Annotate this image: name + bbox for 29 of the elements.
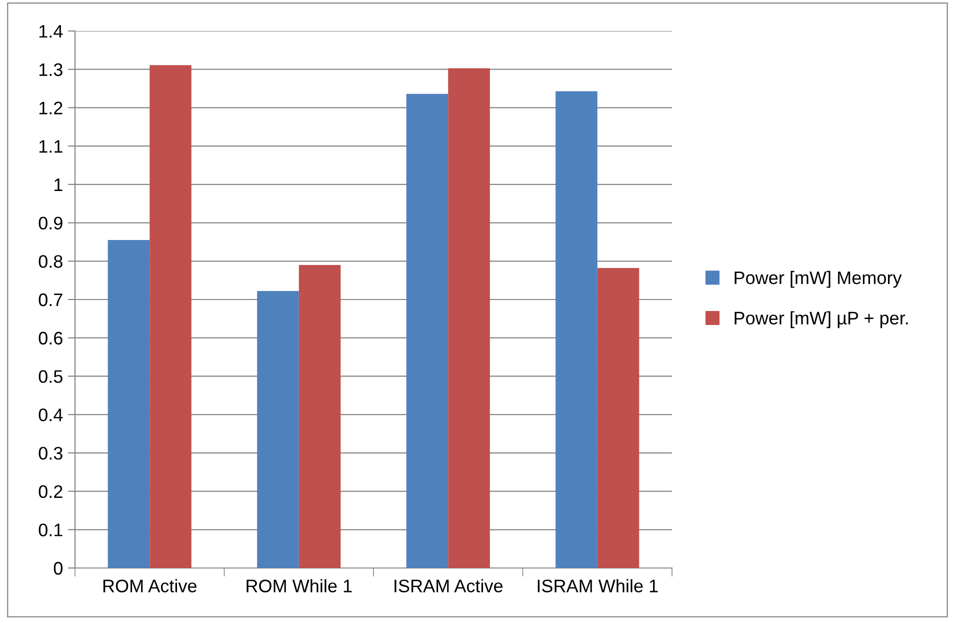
- y-tick-label: 1.1: [39, 140, 62, 153]
- y-tick-label: 1.2: [39, 102, 62, 114]
- y-tick-label: 0: [54, 562, 62, 575]
- y-tick-label: 0.6: [38, 332, 62, 345]
- y-tick-label: 1.3: [39, 63, 62, 76]
- bar: [406, 94, 448, 568]
- x-tick-label: ROM Active: [103, 579, 196, 592]
- y-tick-label: 0.7: [38, 293, 62, 306]
- y-tick-label: 1.4: [39, 25, 63, 38]
- bar: [108, 240, 150, 568]
- x-tick-label: ISRAM While 1: [538, 579, 658, 592]
- bar: [556, 91, 598, 568]
- bar: [298, 264, 341, 568]
- y-tick-label: 0.1: [38, 524, 62, 536]
- y-tick-label: 0.8: [38, 255, 62, 268]
- legend-label: Power [mW] Memory: [734, 270, 902, 288]
- y-tick-label: 0.4: [38, 408, 63, 422]
- bar: [257, 291, 299, 568]
- bar: [150, 65, 192, 568]
- y-tick-label: 0.9: [38, 216, 62, 230]
- y-tick-label: 1: [54, 178, 62, 191]
- x-tick-label: ISRAM Active: [394, 579, 503, 592]
- bar: [448, 68, 490, 568]
- x-tick-label: ROM While 1: [246, 579, 352, 592]
- y-tick-label: 0.3: [38, 446, 62, 460]
- y-tick-label: 0.2: [38, 485, 62, 498]
- legend-label: Power [mW] µP + per.: [734, 311, 908, 328]
- y-tick-label: 0.5: [38, 370, 62, 383]
- bar: [597, 268, 640, 568]
